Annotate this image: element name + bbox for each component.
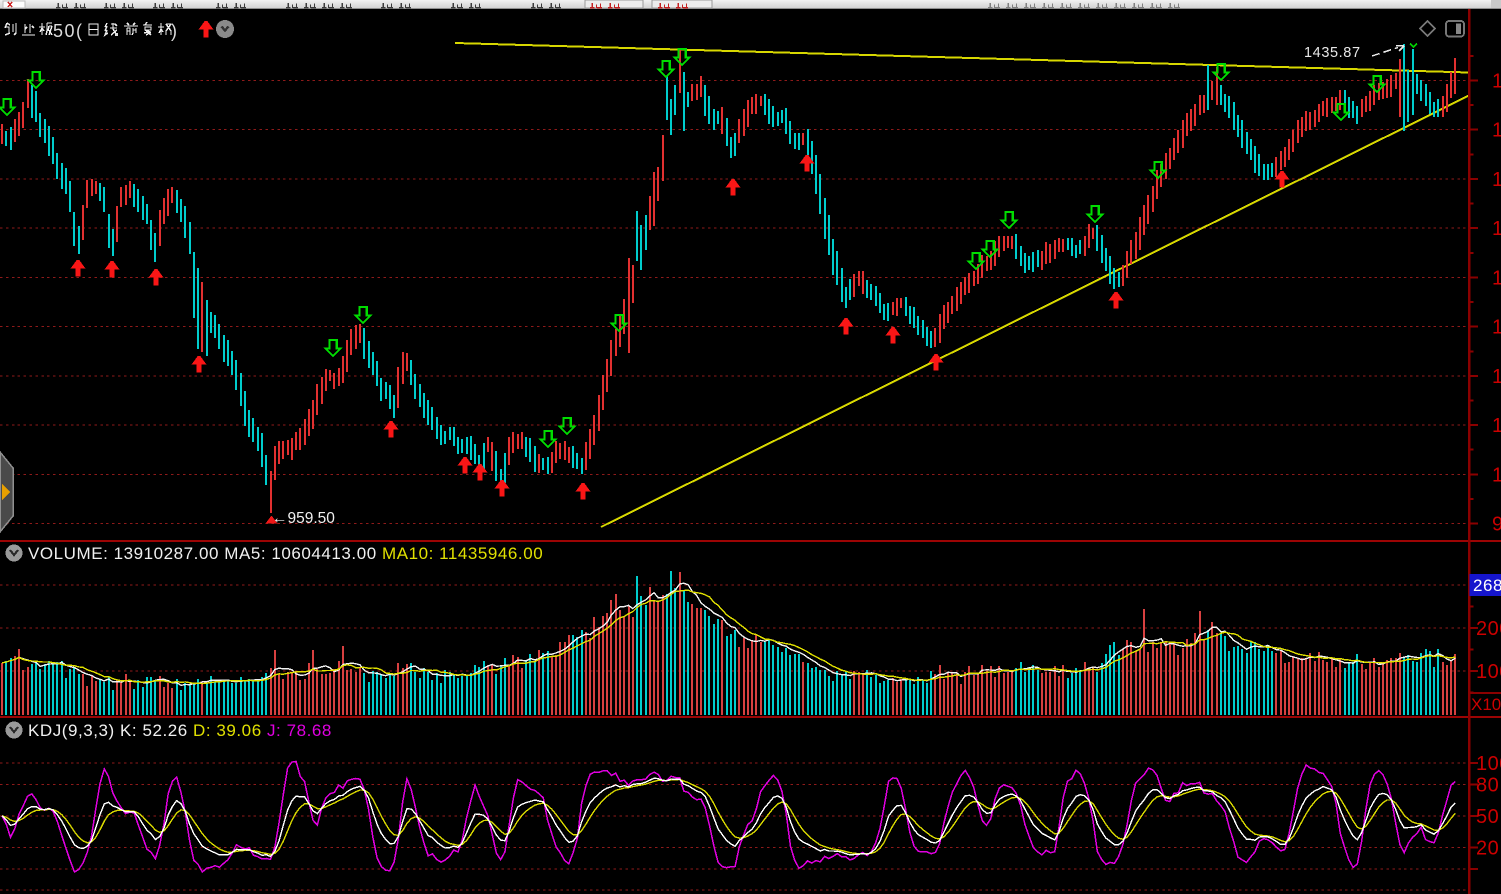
svg-text:1400: 1400	[1492, 71, 1501, 93]
svg-text:1435.87: 1435.87	[1304, 45, 1361, 61]
svg-text:KDJ(9,3,3) K: 52.26 D: 39.06: KDJ(9,3,3) K: 52.26 D: 39.06 J: 78.68	[28, 721, 332, 740]
svg-text:1300: 1300	[1492, 169, 1501, 191]
svg-text:1350: 1350	[1492, 120, 1501, 142]
svg-text:1050: 1050	[1492, 415, 1501, 437]
svg-text:50(: 50(	[53, 21, 84, 41]
svg-text:80: 80	[1476, 775, 1499, 797]
svg-text:): )	[171, 21, 177, 41]
svg-text:1000: 1000	[1476, 661, 1501, 683]
svg-text:←959.50: ←959.50	[272, 510, 335, 527]
svg-text:50: 50	[1476, 806, 1499, 828]
svg-text:1100: 1100	[1492, 366, 1501, 388]
svg-text:100: 100	[1476, 753, 1501, 775]
svg-text:1250: 1250	[1492, 218, 1501, 240]
svg-text:X10000: X10000	[1471, 695, 1501, 714]
svg-text:2680: 2680	[1473, 576, 1501, 595]
svg-text:950: 950	[1492, 514, 1501, 536]
svg-text:1150: 1150	[1492, 317, 1501, 339]
svg-text:20: 20	[1476, 838, 1499, 860]
svg-text:1200: 1200	[1492, 267, 1501, 289]
svg-text:1000: 1000	[1492, 464, 1501, 486]
svg-text:2000: 2000	[1476, 618, 1501, 640]
svg-text:VOLUME: 13910287.00 MA5: 1060: VOLUME: 13910287.00 MA5: 10604413.00 MA1…	[28, 544, 543, 563]
